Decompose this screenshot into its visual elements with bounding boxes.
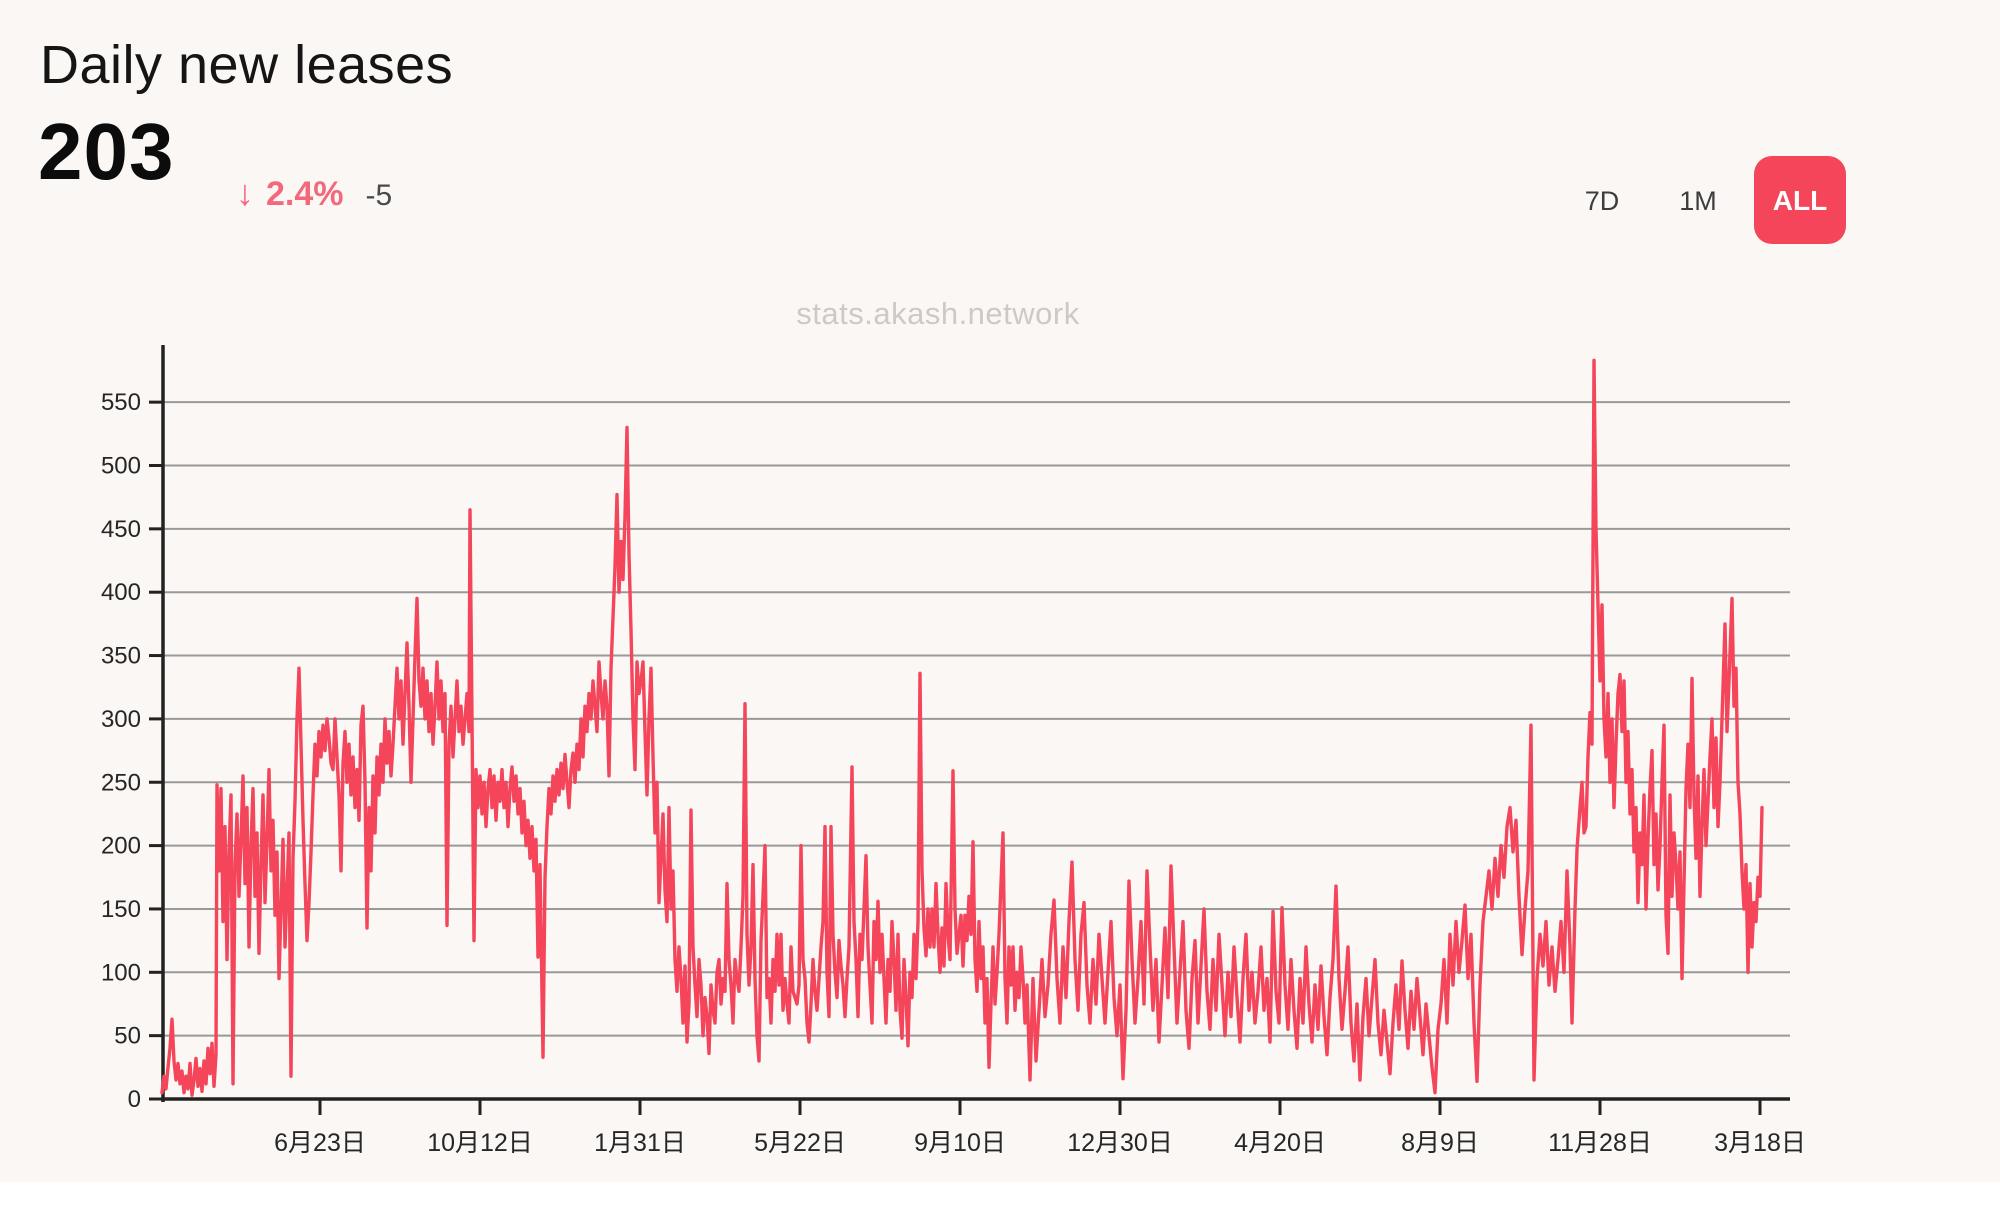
ytick-label-400: 400 (101, 579, 141, 606)
ytick-label-350: 350 (101, 643, 141, 670)
daily-new-leases-series (160, 358, 1764, 1097)
page-title: Daily new leases (40, 35, 454, 95)
ytick-label-200: 200 (101, 833, 141, 860)
ytick-label-150: 150 (101, 896, 141, 923)
range-button-1m[interactable]: 1M (1658, 156, 1738, 244)
ytick-label-100: 100 (101, 959, 141, 986)
down-arrow-icon: ↓ (236, 172, 254, 213)
time-range-selector: 7D 1M ALL (1562, 156, 1846, 244)
xtick-label-7: 8月9日 (1401, 1129, 1479, 1157)
xtick-label-1: 10月12日 (427, 1129, 533, 1157)
change-indicator: ↓ 2.4% -5 (236, 172, 392, 214)
xtick-label-9: 3月18日 (1714, 1129, 1806, 1157)
ytick-label-300: 300 (101, 706, 141, 733)
current-value: 203 (38, 107, 175, 196)
ytick-label-550: 550 (101, 389, 141, 416)
xtick-label-2: 1月31日 (594, 1129, 686, 1157)
watermark: stats.akash.network (796, 296, 1080, 331)
bottom-strip (0, 1182, 2000, 1206)
ytick-label-250: 250 (101, 769, 141, 796)
xtick-label-5: 12月30日 (1067, 1129, 1173, 1157)
xtick-label-0: 6月23日 (274, 1129, 366, 1157)
change-delta: -5 (365, 179, 393, 212)
ytick-label-0: 0 (128, 1086, 141, 1113)
xtick-label-4: 9月10日 (914, 1129, 1006, 1157)
change-percent: 2.4% (266, 175, 344, 213)
ytick-label-50: 50 (114, 1023, 141, 1050)
ytick-label-500: 500 (101, 453, 141, 480)
range-button-all[interactable]: ALL (1754, 156, 1846, 244)
ytick-label-450: 450 (101, 516, 141, 543)
xtick-label-8: 11月28日 (1548, 1129, 1652, 1157)
range-button-7d[interactable]: 7D (1562, 156, 1642, 244)
xtick-label-3: 5月22日 (754, 1129, 846, 1157)
xtick-label-6: 4月20日 (1234, 1129, 1326, 1157)
